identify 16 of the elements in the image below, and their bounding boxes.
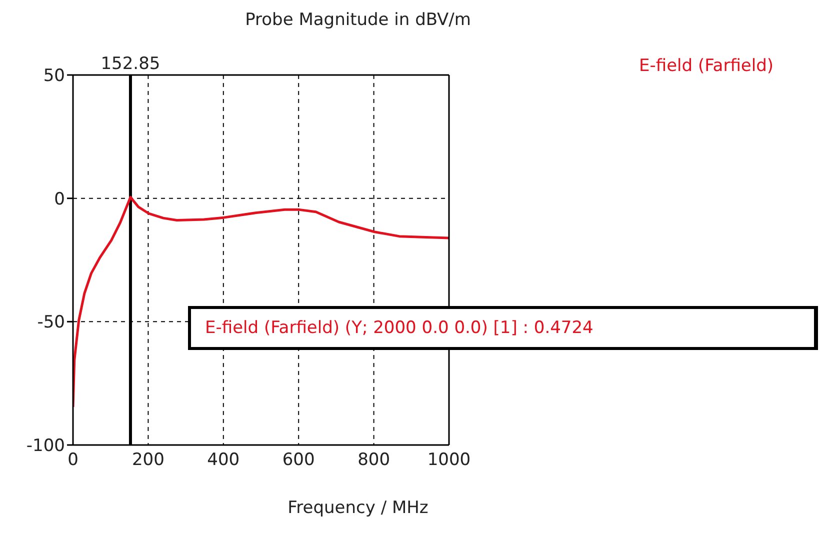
ref-line-label: 152.85 xyxy=(100,54,160,74)
x-axis-title: Frequency / MHz xyxy=(286,498,430,518)
label-box: E-field (Farfield) (Y; 2000 0.0 0.0) [1] : 0.4724 xyxy=(188,306,818,350)
line-series xyxy=(73,196,449,408)
x-tick-label: 1000 xyxy=(427,450,471,470)
x-tick-label: 400 xyxy=(207,450,240,470)
text: E-field (Farfield) xyxy=(639,56,775,76)
x-tick-label: 200 xyxy=(132,450,164,470)
x-tick-label: 800 xyxy=(358,450,390,470)
y-tick-label: 0 xyxy=(54,189,65,210)
chart-title: Probe Magnitude in dBV/m xyxy=(244,10,472,30)
x-tick-label: 600 xyxy=(282,450,315,470)
y-tick-label: 50 xyxy=(43,66,65,86)
x-tick-label: 0 xyxy=(68,450,78,470)
y-tick-label: -50 xyxy=(37,312,65,333)
y-tick-label: -100 xyxy=(26,436,65,456)
